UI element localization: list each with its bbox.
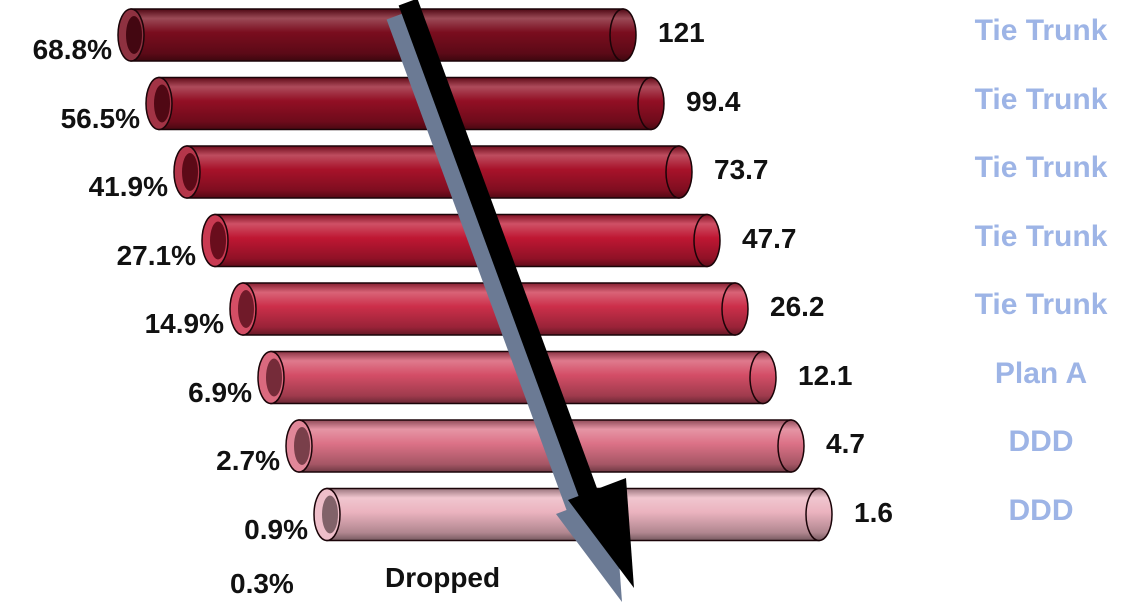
tube-end-cap bbox=[750, 352, 776, 404]
row-route: Tie Trunk bbox=[958, 83, 1124, 117]
row-percent: 41.9% bbox=[18, 171, 168, 203]
row-route: Tie Trunk bbox=[958, 288, 1124, 322]
tube-inner bbox=[182, 153, 198, 191]
dropped-percent: 0.3% bbox=[230, 568, 294, 600]
row-value: 73.7 bbox=[714, 154, 769, 186]
dropped-label: Dropped bbox=[385, 562, 500, 594]
tube-body bbox=[159, 78, 651, 130]
row-route: Plan A bbox=[958, 357, 1124, 391]
tube-end-cap bbox=[666, 146, 692, 198]
row-route: DDD bbox=[958, 494, 1124, 528]
tube-row-3 bbox=[174, 146, 692, 198]
tube-inner bbox=[154, 85, 170, 123]
tube-end-cap bbox=[778, 420, 804, 472]
tube-body bbox=[131, 9, 623, 61]
row-value: 99.4 bbox=[686, 86, 741, 118]
row-percent: 6.9% bbox=[102, 377, 252, 409]
row-percent: 56.5% bbox=[0, 103, 140, 135]
row-percent: 68.8% bbox=[0, 34, 112, 66]
row-percent: 14.9% bbox=[74, 308, 224, 340]
tube-inner bbox=[266, 359, 282, 397]
row-route: Tie Trunk bbox=[958, 220, 1124, 254]
row-route: Tie Trunk bbox=[958, 14, 1124, 48]
row-value: 121 bbox=[658, 17, 705, 49]
row-value: 12.1 bbox=[798, 360, 853, 392]
row-percent: 0.9% bbox=[158, 514, 308, 546]
tube-body bbox=[187, 146, 679, 198]
tube-body bbox=[215, 215, 707, 267]
row-percent: 27.1% bbox=[46, 240, 196, 272]
row-value: 26.2 bbox=[770, 291, 825, 323]
row-value: 1.6 bbox=[854, 497, 893, 529]
tube-inner bbox=[238, 290, 254, 328]
tube-inner bbox=[126, 16, 142, 54]
tube-inner bbox=[294, 427, 310, 465]
tube-end-cap bbox=[638, 78, 664, 130]
row-route: Tie Trunk bbox=[958, 151, 1124, 185]
tube-inner bbox=[210, 222, 226, 260]
tube-end-cap bbox=[694, 215, 720, 267]
tube-row-1 bbox=[118, 9, 636, 61]
tube-row-2 bbox=[146, 78, 664, 130]
tube-end-cap bbox=[806, 489, 832, 541]
tube-end-cap bbox=[610, 9, 636, 61]
row-percent: 2.7% bbox=[130, 445, 280, 477]
tube-inner bbox=[322, 496, 338, 534]
row-route: DDD bbox=[958, 425, 1124, 459]
row-value: 47.7 bbox=[742, 223, 797, 255]
tube-end-cap bbox=[722, 283, 748, 335]
row-value: 4.7 bbox=[826, 428, 865, 460]
tube-row-4 bbox=[202, 215, 720, 267]
